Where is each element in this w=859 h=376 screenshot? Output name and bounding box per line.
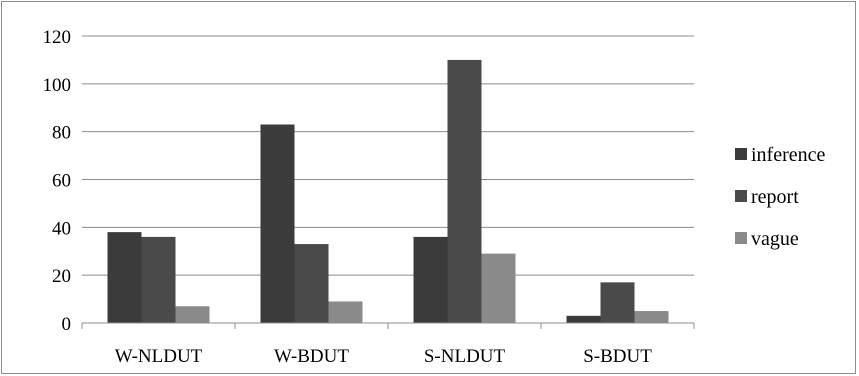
legend: inference report vague (735, 144, 826, 250)
bar-report-S-BDUT (600, 282, 635, 323)
bar-vague-S-BDUT (634, 311, 669, 323)
bar-report-W-BDUT (294, 244, 329, 323)
x-axis-category-labels: W-NLDUT W-BDUT S-NLDUT S-BDUT (115, 346, 652, 367)
y-tick-label: 80 (52, 123, 71, 144)
bar-inference-S-NLDUT (413, 236, 448, 323)
x-category-label: W-NLDUT (115, 346, 203, 367)
bar-vague-W-BDUT (328, 301, 363, 323)
x-axis-tick-marks (81, 323, 695, 329)
legend-swatch-report (735, 190, 747, 202)
bar-inference-S-BDUT (566, 315, 601, 323)
y-tick-label: 40 (52, 218, 71, 239)
bar-report-W-NLDUT (141, 236, 176, 323)
bars (107, 59, 669, 324)
x-category-label: S-NLDUT (424, 346, 506, 367)
y-tick-label: 20 (52, 266, 71, 287)
y-axis-tick-labels: 0 20 40 60 80 100 120 (43, 27, 72, 335)
bar-vague-S-NLDUT (481, 253, 516, 323)
bar-inference-W-BDUT (260, 124, 295, 323)
legend-label-inference: inference (751, 144, 826, 166)
legend-label-report: report (751, 186, 799, 208)
bar-vague-W-NLDUT (175, 306, 210, 323)
x-category-label: W-BDUT (274, 346, 349, 367)
legend-label-vague: vague (751, 228, 799, 250)
legend-swatch-inference (735, 148, 747, 160)
gridlines (82, 35, 694, 276)
bar-report-S-NLDUT (447, 59, 482, 324)
x-category-label: S-BDUT (583, 346, 652, 367)
y-tick-label: 0 (62, 314, 72, 335)
bar-inference-W-NLDUT (107, 232, 142, 323)
y-tick-label: 100 (43, 75, 72, 96)
y-tick-label: 60 (52, 171, 71, 192)
legend-swatch-vague (735, 232, 747, 244)
y-tick-label: 120 (43, 27, 72, 48)
